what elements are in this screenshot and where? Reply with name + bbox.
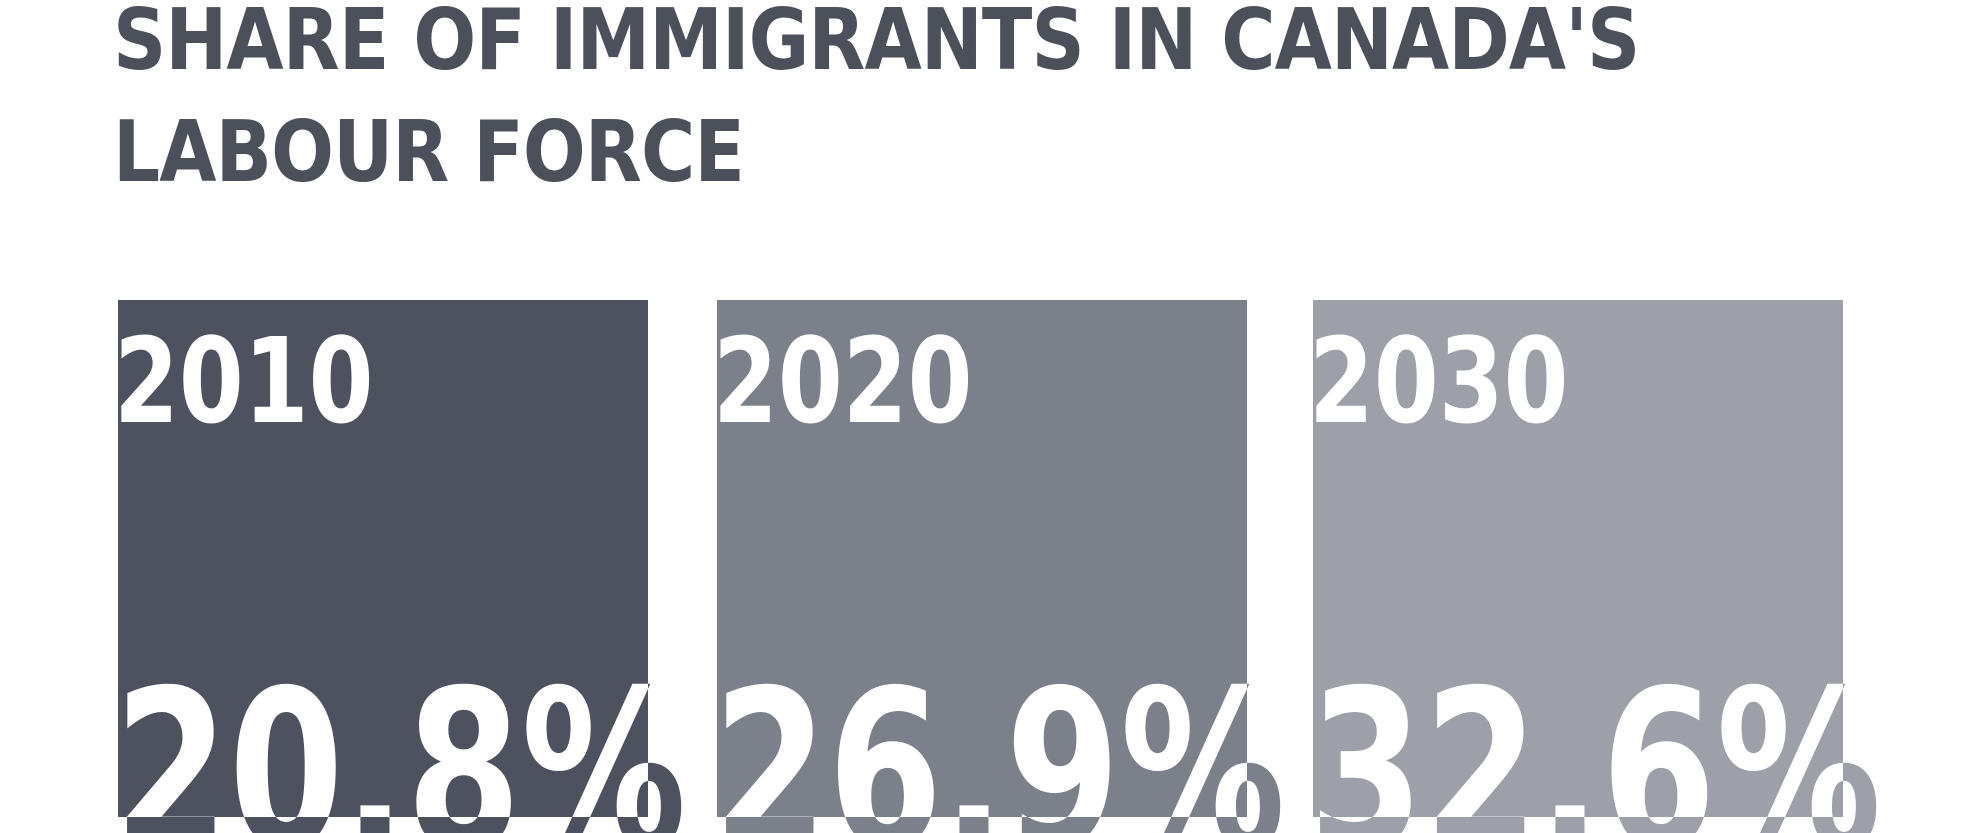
value-label: 26.9% (717, 643, 1247, 817)
year-label-under: 2030 (1309, 312, 1569, 450)
year-panels: 2010 20.8% 2010 20.8% 2020 26.9% 2020 26… (0, 300, 1983, 833)
panel-2030-knockout-layer: 2030 32.6% (1313, 300, 1843, 817)
year-label: 2010 (118, 312, 374, 450)
value-label: 20.8% (118, 643, 648, 817)
value-label: 32.6% (1313, 643, 1843, 817)
panel-2010-box (118, 300, 648, 817)
panel-2030: 2030 32.6% 2030 32.6% (1309, 300, 1881, 833)
value-label-under: 32.6% (1309, 643, 1882, 833)
year-label-under: 2020 (713, 312, 973, 450)
panel-2030-box (1313, 300, 1843, 817)
panel-2010-under-layer: 2010 20.8% (114, 300, 686, 833)
panel-2020: 2020 26.9% 2020 26.9% (713, 300, 1285, 833)
year-label-under: 2010 (114, 312, 374, 450)
panel-2020-under-layer: 2020 26.9% (713, 300, 1285, 833)
year-label: 2020 (717, 312, 973, 450)
panel-2020-knockout-layer: 2020 26.9% (717, 300, 1247, 817)
chart-title-line-2: LABOUR FORCE (113, 103, 745, 202)
panel-2010-knockout-layer: 2010 20.8% (118, 300, 648, 817)
value-label-under: 26.9% (713, 643, 1286, 833)
panel-2020-box (717, 300, 1247, 817)
panel-2030-under-layer: 2030 32.6% (1309, 300, 1881, 833)
panel-2010: 2010 20.8% 2010 20.8% (114, 300, 686, 833)
year-label: 2030 (1313, 312, 1569, 450)
value-label-under: 20.8% (114, 643, 687, 833)
chart-title-line-1: SHARE OF IMMIGRANTS IN CANADA'S (113, 0, 1640, 90)
